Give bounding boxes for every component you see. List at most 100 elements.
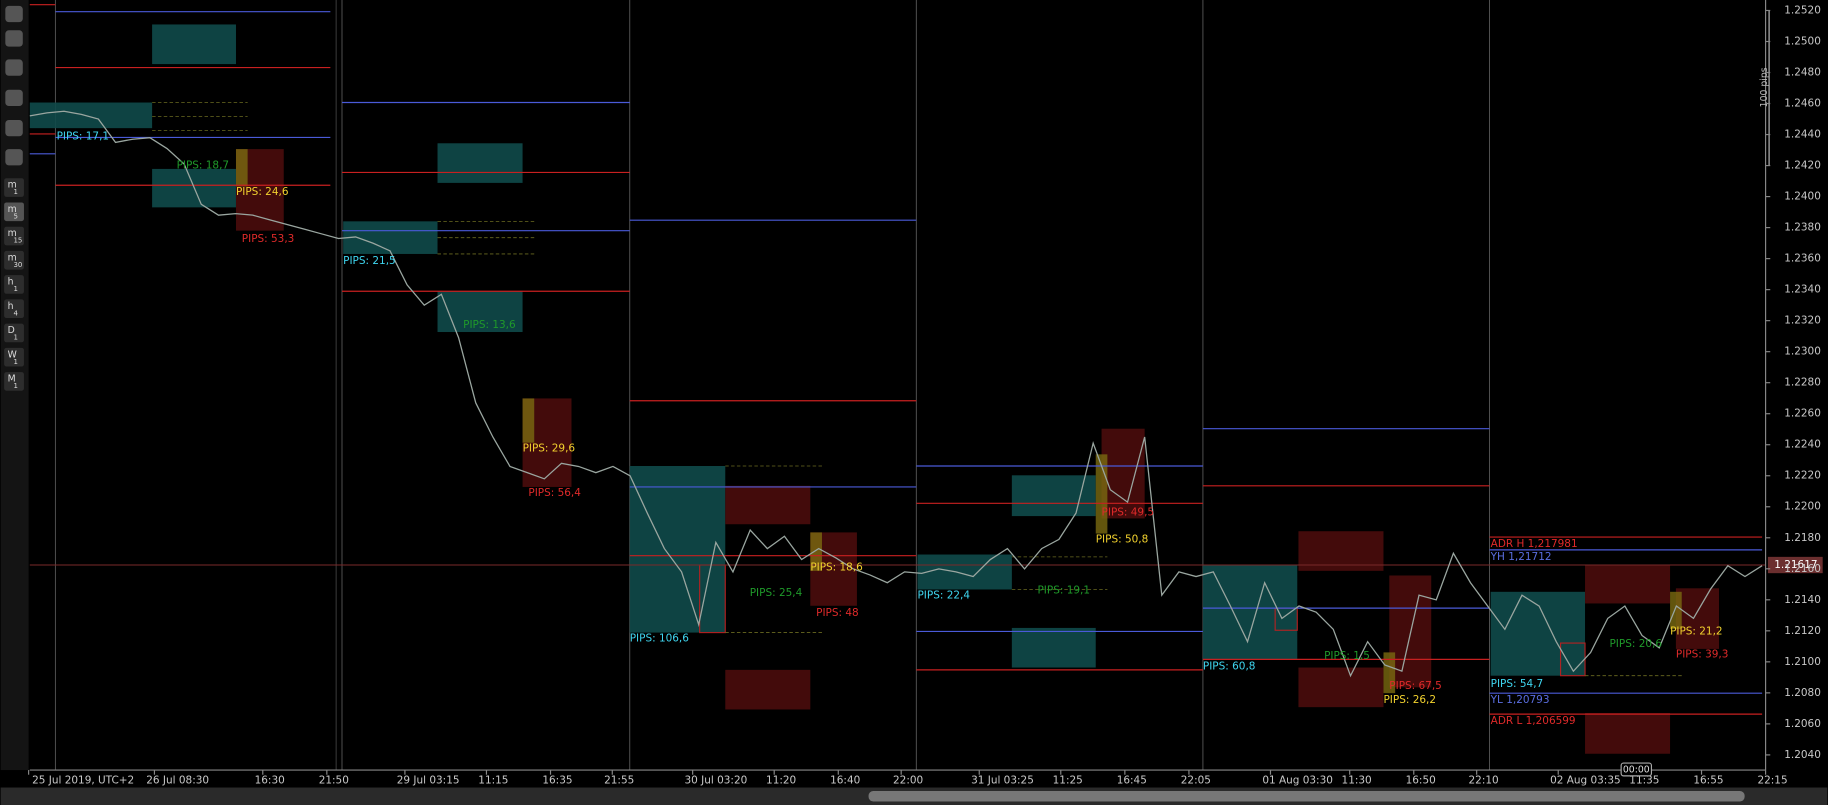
- timeframe-button[interactable]: [4, 299, 24, 319]
- time-label: 11:25: [1053, 775, 1083, 787]
- pips-label: PIPS: 21,2: [1670, 625, 1723, 637]
- price-label: 1.2160: [1784, 563, 1821, 575]
- price-label: 1.2440: [1784, 129, 1821, 141]
- time-label: 22:10: [1469, 775, 1499, 787]
- time-label: 02 Aug 03:35: [1550, 775, 1621, 787]
- pips-label: PIPS: 1,5: [1324, 650, 1370, 662]
- level-label: ADR H 1,217981: [1491, 538, 1578, 550]
- pips-label: PIPS: 60,8: [1203, 660, 1256, 672]
- timeframe-letter: M: [8, 374, 16, 385]
- pips-label: PIPS: 39,3: [1676, 649, 1729, 661]
- price-label: 1.2460: [1784, 98, 1821, 110]
- pips-label: PIPS: 24,6: [236, 186, 289, 198]
- zone-box: [917, 554, 1012, 590]
- time-label: 29 Jul 03:15: [397, 775, 460, 787]
- time-label: 22:05: [1181, 775, 1211, 787]
- timeframe-number: 4: [13, 309, 18, 317]
- price-label: 1.2360: [1784, 253, 1821, 265]
- price-label: 1.2200: [1784, 501, 1821, 513]
- timeframe-number: 5: [13, 212, 17, 220]
- price-label: 1.2180: [1784, 532, 1821, 544]
- price-label: 1.2500: [1784, 36, 1821, 48]
- price-label: 1.2100: [1784, 656, 1821, 668]
- price-label: 1.2080: [1784, 687, 1821, 699]
- tool-icon[interactable]: [5, 59, 23, 76]
- time-label: 16:40: [830, 775, 860, 787]
- timeframe-button[interactable]: [4, 347, 24, 367]
- timeframe-letter: D: [8, 325, 15, 336]
- zone-box: [1670, 591, 1682, 630]
- zone-box: [1202, 565, 1298, 660]
- timeframe-button[interactable]: [4, 202, 24, 222]
- time-label: 25 Jul 2019, UTC+2: [32, 775, 134, 787]
- pips-label: PIPS: 19,1: [1037, 585, 1090, 597]
- pips-label: PIPS: 26,2: [1383, 694, 1436, 706]
- timeframe-button[interactable]: [4, 323, 24, 343]
- scrollbar-thumb[interactable]: [868, 791, 1745, 802]
- pips-label: PIPS: 56,4: [528, 487, 581, 499]
- timeframe-button[interactable]: [4, 372, 24, 391]
- zone-box: [1585, 712, 1671, 754]
- price-label: 1.2260: [1784, 408, 1821, 420]
- price-label: 1.2300: [1784, 346, 1821, 358]
- zone-box: [725, 485, 811, 525]
- time-cursor: 00:00: [1623, 765, 1650, 776]
- zone-box: [235, 149, 248, 187]
- zone-box: [1298, 667, 1384, 708]
- price-label: 1.2040: [1784, 749, 1821, 761]
- zone-box: [629, 465, 726, 633]
- zone-box: [1298, 531, 1384, 571]
- timeframe-letter: h: [8, 277, 14, 288]
- tool-icon[interactable]: [5, 30, 23, 47]
- price-label: 1.2120: [1784, 625, 1821, 637]
- zone-box: [1490, 591, 1586, 676]
- tool-icon[interactable]: [5, 149, 23, 166]
- time-label: 16:50: [1406, 775, 1436, 787]
- price-label: 1.2320: [1784, 315, 1821, 327]
- timeframe-number: 1: [13, 358, 17, 366]
- price-line: [29, 110, 1763, 678]
- timeframe-button[interactable]: [4, 250, 24, 270]
- pips-label: PIPS: 17,1: [57, 130, 110, 142]
- zone-box: [1101, 428, 1145, 519]
- pips-label: PIPS: 22,4: [917, 589, 970, 601]
- time-label: 11:20: [766, 775, 796, 787]
- current-price-box: [1767, 556, 1823, 574]
- pips-label: PIPS: 50,8: [1096, 533, 1149, 545]
- time-label: 16:35: [542, 775, 572, 787]
- price-label: 1.2520: [1784, 4, 1821, 16]
- level-label: ADR L 1,206599: [1491, 715, 1576, 727]
- pips-label: PIPS: 18,6: [810, 561, 863, 573]
- time-label: 11:30: [1342, 775, 1372, 787]
- pips-label: PIPS: 49,5: [1102, 507, 1155, 519]
- zone-box: [1011, 627, 1096, 668]
- level-label: YH 1,21712: [1490, 551, 1552, 563]
- zone-box: [1585, 565, 1671, 604]
- time-cursor-box: [1620, 762, 1653, 777]
- tool-icon[interactable]: [5, 89, 23, 107]
- pips-label: PIPS: 13,6: [463, 319, 516, 331]
- time-label: 11:35: [1629, 775, 1659, 787]
- timeframe-number: 1: [13, 285, 17, 293]
- timeframe-letter: W: [8, 349, 17, 360]
- pips-label: PIPS: 18,7: [177, 159, 230, 171]
- pips-label: PIPS: 29,6: [523, 443, 576, 455]
- timeframe-number: 30: [13, 261, 22, 269]
- range-label: 100 pips: [1759, 67, 1770, 107]
- tool-icon[interactable]: [5, 5, 23, 23]
- zone-box: [1011, 475, 1096, 517]
- timeframe-number: 15: [13, 237, 22, 245]
- timeframe-button[interactable]: [4, 275, 24, 294]
- tool-icon[interactable]: [5, 119, 23, 137]
- time-label: 30 Jul 03:20: [684, 775, 747, 787]
- time-label: 01 Aug 03:30: [1262, 775, 1333, 787]
- timeframe-button[interactable]: [4, 226, 24, 246]
- timeframe-button[interactable]: [4, 178, 24, 197]
- time-label: 11:15: [478, 775, 508, 787]
- pips-label: PIPS: 67,5: [1389, 680, 1442, 692]
- timeframe-letter: m: [8, 180, 17, 191]
- pips-label: PIPS: 53,3: [242, 233, 295, 245]
